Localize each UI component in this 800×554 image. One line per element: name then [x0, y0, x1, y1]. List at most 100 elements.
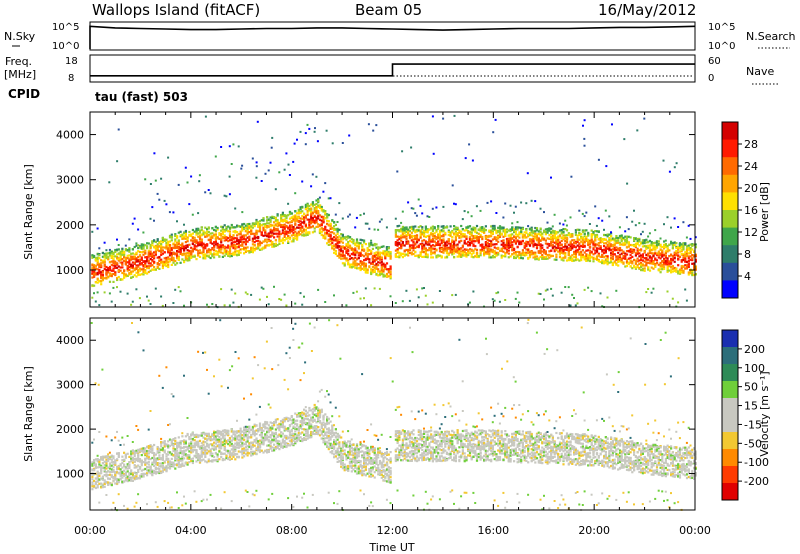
range-cell	[94, 281, 97, 284]
range-cell	[294, 234, 297, 237]
range-cell	[292, 238, 295, 241]
range-cell	[495, 292, 498, 295]
range-cell	[433, 252, 436, 255]
range-cell	[308, 208, 311, 211]
range-cell	[153, 219, 155, 222]
range-cell	[385, 274, 389, 277]
range-cell	[320, 224, 323, 227]
range-cell	[206, 243, 209, 246]
range-cell	[498, 300, 501, 303]
range-cell	[442, 230, 445, 233]
range-cell	[663, 263, 666, 266]
range-cell	[675, 242, 678, 245]
range-cell	[613, 242, 616, 245]
range-cell	[640, 233, 642, 236]
range-cell	[647, 244, 650, 247]
range-cell	[647, 246, 650, 249]
range-cell	[673, 260, 676, 263]
range-cell	[606, 263, 609, 266]
range-cell	[170, 252, 173, 255]
range-cell	[398, 229, 401, 232]
range-cell	[511, 222, 514, 225]
range-cell	[490, 229, 493, 232]
range-cell	[375, 267, 378, 270]
range-cell	[262, 287, 265, 290]
range-cell	[590, 233, 593, 237]
range-cell	[149, 247, 152, 250]
range-cell	[269, 220, 272, 223]
range-cell	[663, 223, 665, 226]
range-cell	[248, 225, 251, 228]
range-cell	[147, 259, 150, 263]
range-cell	[666, 265, 669, 269]
range-cell	[599, 237, 602, 240]
range-cell	[514, 251, 517, 254]
range-cell	[318, 218, 322, 221]
range-cell	[537, 238, 540, 241]
range-cell	[232, 251, 235, 254]
range-cell	[384, 274, 387, 277]
range-cell	[285, 232, 288, 235]
range-cell	[317, 211, 320, 214]
range-cell	[96, 227, 99, 230]
range-cell	[170, 235, 173, 239]
range-cell	[625, 250, 629, 253]
range-cell	[237, 225, 240, 228]
range-cell	[528, 251, 532, 254]
range-cell	[479, 209, 482, 212]
range-cell	[202, 242, 205, 245]
range-cell	[340, 245, 343, 248]
range-cell	[174, 233, 177, 236]
range-cell	[544, 250, 547, 253]
range-cell	[553, 258, 556, 261]
range-cell	[408, 226, 412, 229]
range-cell	[214, 253, 217, 256]
range-cell	[281, 231, 284, 234]
range-cell	[190, 246, 193, 249]
range-cell	[557, 242, 560, 245]
range-cell	[597, 244, 600, 247]
range-cell	[479, 250, 482, 253]
range-cell	[431, 228, 434, 231]
range-cell	[491, 243, 494, 246]
range-cell	[458, 240, 461, 243]
range-cell	[359, 214, 362, 217]
range-cell	[373, 267, 376, 270]
range-cell	[318, 228, 322, 231]
range-cell	[654, 257, 657, 260]
range-cell	[389, 271, 392, 274]
range-cell	[636, 252, 639, 255]
range-cell	[267, 239, 270, 242]
range-cell	[611, 257, 614, 261]
range-cell	[634, 237, 637, 240]
range-cell	[181, 243, 184, 246]
range-cell	[424, 294, 427, 297]
range-cell	[585, 239, 588, 242]
range-cell	[303, 295, 305, 298]
range-cell	[158, 241, 161, 244]
range-cell	[449, 248, 452, 251]
range-cell	[248, 231, 251, 234]
range-cell	[415, 254, 419, 257]
range-cell	[505, 231, 509, 234]
range-cell	[458, 252, 461, 255]
range-cell	[274, 244, 277, 247]
range-cell	[551, 247, 554, 250]
range-cell	[521, 227, 524, 230]
range-cell	[191, 242, 194, 246]
range-cell	[306, 209, 309, 212]
range-cell	[177, 258, 180, 261]
range-cell	[493, 237, 496, 240]
range-cell	[668, 264, 671, 267]
range-cell	[666, 216, 669, 219]
range-cell	[633, 237, 636, 240]
range-cell	[287, 234, 290, 237]
range-cell	[571, 258, 574, 261]
range-cell	[638, 259, 641, 262]
range-cell	[431, 256, 434, 259]
range-cell	[151, 254, 154, 257]
range-cell	[565, 239, 569, 242]
range-cell	[408, 244, 412, 247]
range-cell	[357, 243, 360, 246]
range-cell	[223, 239, 226, 242]
